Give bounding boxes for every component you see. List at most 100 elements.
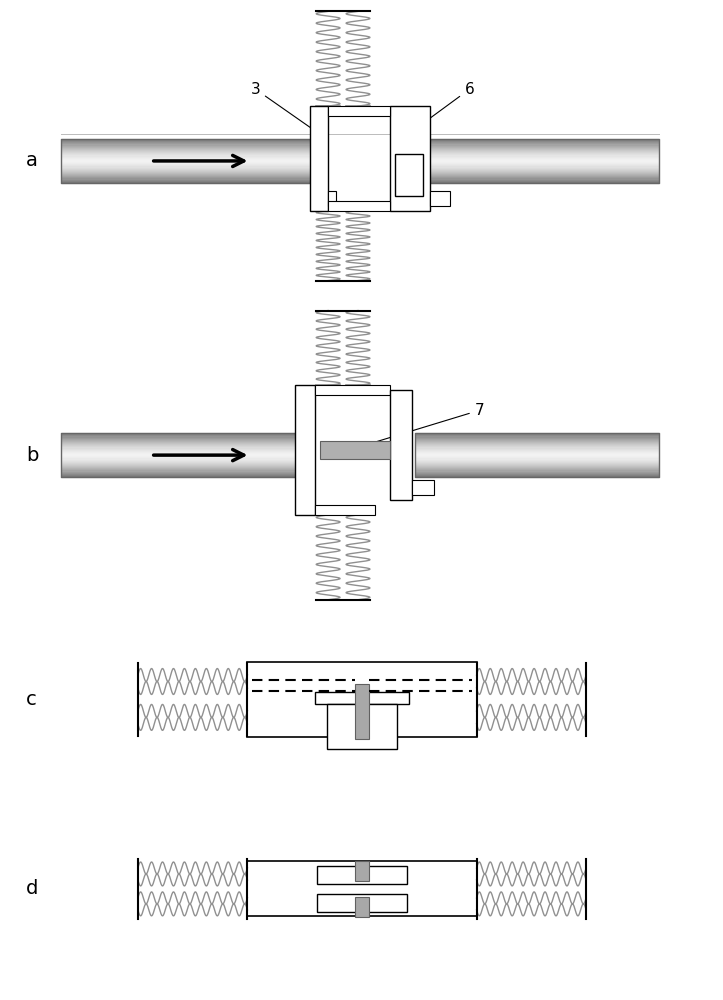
Bar: [61, 470, 310, 472]
Bar: [420, 171, 659, 172]
Bar: [420, 148, 659, 149]
Bar: [61, 464, 310, 465]
Bar: [420, 149, 659, 150]
Bar: [420, 160, 659, 161]
Bar: [415, 433, 659, 434]
Bar: [61, 174, 320, 175]
Bar: [61, 441, 310, 442]
Bar: [61, 159, 320, 160]
Bar: [415, 442, 659, 443]
Bar: [415, 472, 659, 473]
Bar: [420, 147, 659, 148]
Bar: [61, 455, 310, 456]
Bar: [61, 472, 310, 473]
Bar: [328, 191, 336, 206]
Bar: [420, 142, 659, 143]
Bar: [61, 140, 320, 141]
Bar: [390, 390, 412, 500]
Bar: [61, 173, 320, 174]
Bar: [315, 505, 375, 515]
Bar: [61, 148, 320, 149]
Bar: [415, 436, 659, 438]
Bar: [415, 443, 659, 444]
Bar: [415, 441, 659, 442]
Bar: [420, 143, 659, 144]
Bar: [420, 152, 659, 153]
Bar: [420, 169, 659, 170]
Bar: [415, 433, 659, 477]
Bar: [61, 442, 310, 443]
Text: a: a: [26, 151, 38, 170]
Bar: [61, 433, 310, 477]
Bar: [61, 165, 320, 166]
Bar: [61, 172, 320, 173]
Bar: [310, 106, 328, 211]
Bar: [415, 446, 659, 447]
Bar: [61, 151, 320, 152]
Bar: [420, 182, 659, 183]
Polygon shape: [320, 441, 390, 459]
Text: 6: 6: [412, 82, 474, 131]
Text: 7: 7: [367, 403, 484, 444]
Text: d: d: [26, 879, 38, 898]
Bar: [317, 866, 407, 884]
Bar: [415, 455, 659, 456]
Bar: [61, 147, 320, 148]
Bar: [61, 139, 320, 183]
Bar: [61, 453, 310, 454]
Bar: [415, 451, 659, 452]
Text: c: c: [26, 690, 37, 709]
Bar: [61, 457, 310, 458]
Bar: [61, 160, 320, 161]
Bar: [420, 173, 659, 174]
Bar: [415, 461, 659, 462]
Bar: [61, 468, 310, 469]
Bar: [61, 181, 320, 182]
Bar: [415, 468, 659, 469]
Bar: [61, 476, 310, 477]
Bar: [61, 462, 310, 463]
Text: b: b: [26, 446, 38, 465]
Bar: [415, 449, 659, 450]
Bar: [420, 140, 659, 141]
Bar: [355, 861, 369, 881]
Bar: [61, 182, 320, 183]
Bar: [61, 139, 320, 140]
Bar: [415, 434, 659, 435]
Bar: [295, 385, 315, 515]
Bar: [61, 143, 320, 144]
Bar: [420, 172, 659, 173]
Bar: [247, 662, 476, 737]
Bar: [420, 139, 659, 183]
Bar: [420, 175, 659, 176]
Bar: [61, 443, 310, 444]
Bar: [420, 162, 659, 163]
Bar: [61, 163, 320, 164]
Bar: [420, 165, 659, 166]
Bar: [61, 166, 320, 168]
Bar: [420, 181, 659, 182]
Bar: [61, 445, 310, 446]
Bar: [415, 439, 659, 440]
Bar: [315, 385, 390, 395]
Bar: [415, 444, 659, 445]
Bar: [61, 458, 310, 460]
Bar: [429, 191, 450, 206]
Bar: [61, 440, 310, 441]
Bar: [61, 433, 310, 434]
Bar: [415, 465, 659, 466]
Bar: [61, 177, 320, 178]
Bar: [61, 446, 310, 447]
Bar: [415, 473, 659, 474]
Bar: [420, 159, 659, 160]
Bar: [415, 474, 659, 475]
Bar: [415, 462, 659, 463]
Bar: [420, 176, 659, 177]
Bar: [61, 155, 320, 157]
Bar: [415, 475, 659, 476]
Bar: [420, 151, 659, 152]
Bar: [61, 451, 310, 452]
Bar: [61, 469, 310, 470]
Bar: [328, 106, 390, 116]
Bar: [61, 153, 320, 154]
